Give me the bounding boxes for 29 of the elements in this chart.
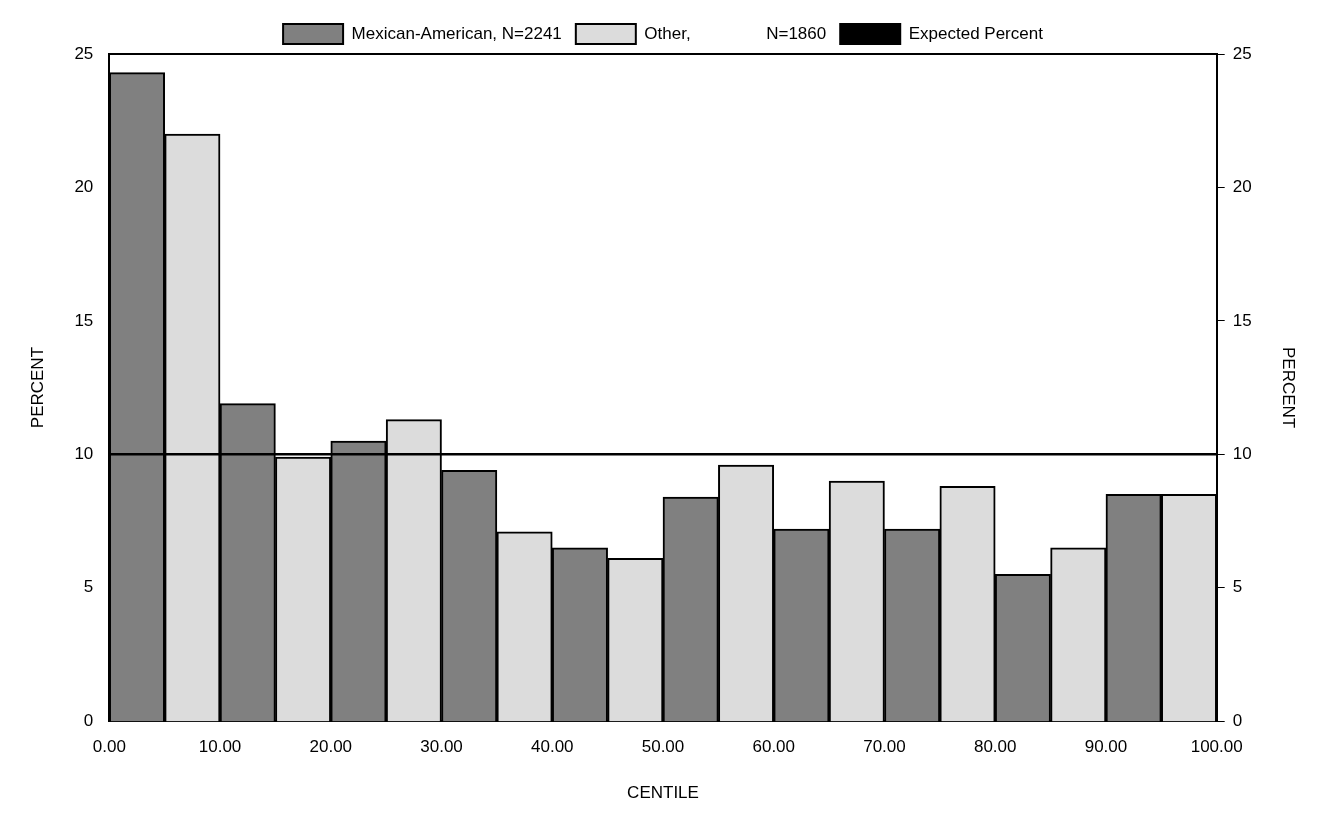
y2-tick-label: 0 xyxy=(1232,710,1243,730)
x-axis-title: CENTILE xyxy=(627,783,699,803)
legend-label: Expected Percent xyxy=(908,23,1044,43)
y2-tick-label: 10 xyxy=(1232,444,1252,464)
y2-tick-label: 15 xyxy=(1232,310,1252,330)
y2-tick-label: 25 xyxy=(1232,43,1252,63)
x-tick-label: 20.00 xyxy=(309,737,353,757)
x-tick-label: 10.00 xyxy=(198,737,242,757)
y-tick-label: 15 xyxy=(74,310,94,330)
y-axis-title: PERCENT xyxy=(27,346,47,429)
y-tick-label: 5 xyxy=(83,577,94,597)
legend-label: Other, N=1860 xyxy=(644,23,827,43)
y-tick-label: 10 xyxy=(74,444,94,464)
y2-tick-label: 5 xyxy=(1232,577,1243,597)
x-tick-label: 60.00 xyxy=(752,737,796,757)
y2-axis-title: PERCENT xyxy=(1279,346,1299,429)
x-tick-label: 90.00 xyxy=(1084,737,1128,757)
x-tick-label: 30.00 xyxy=(420,737,463,757)
y-tick-label: 0 xyxy=(83,710,94,730)
x-tick-label: 40.00 xyxy=(530,737,574,757)
y-tick-label: 25 xyxy=(74,43,94,63)
x-tick-label: 80.00 xyxy=(973,737,1017,757)
x-tick-label: 70.00 xyxy=(863,737,906,757)
y-tick-label: 20 xyxy=(74,177,94,197)
legend-label: Mexican-American, N=2241 xyxy=(351,23,562,43)
x-tick-label: 100.00 xyxy=(1190,737,1243,757)
y2-tick-label: 20 xyxy=(1232,177,1252,197)
x-tick-label: 0.00 xyxy=(92,737,126,757)
x-tick-label: 50.00 xyxy=(641,737,685,757)
